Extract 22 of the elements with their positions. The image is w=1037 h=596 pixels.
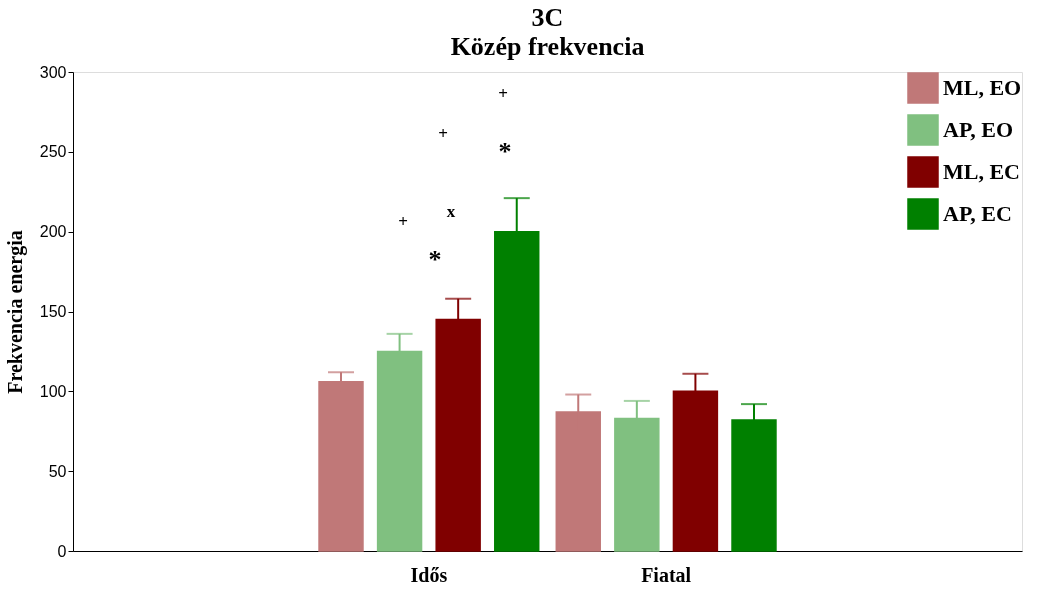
- annotation: +: [498, 84, 508, 103]
- y-tick-label: 300: [39, 63, 67, 81]
- annotation: *: [428, 245, 442, 274]
- chart-title: 3C: [531, 3, 564, 32]
- y-axis-title: Frekvencia energia: [3, 230, 27, 394]
- y-tick-label: 200: [39, 223, 67, 241]
- annotation: +: [398, 212, 408, 231]
- x-tick-label: Idős: [410, 563, 448, 586]
- legend-label: ML, EC: [943, 159, 1020, 184]
- chart-subtitle: Közép frekvencia: [450, 32, 645, 61]
- y-tick-label: 100: [39, 382, 67, 400]
- legend-label: AP, EO: [943, 117, 1014, 142]
- annotation: *: [498, 137, 512, 166]
- annotation: x: [446, 202, 456, 221]
- y-tick-label: 250: [39, 143, 67, 161]
- y-tick-label: 50: [48, 462, 67, 480]
- x-tick-label: Fiatal: [641, 563, 692, 586]
- y-tick-label: 0: [57, 542, 67, 560]
- legend-label: ML, EO: [943, 75, 1022, 100]
- y-tick-label: 150: [39, 303, 67, 320]
- legend-label: AP, EC: [943, 201, 1012, 226]
- annotation: +: [438, 124, 448, 143]
